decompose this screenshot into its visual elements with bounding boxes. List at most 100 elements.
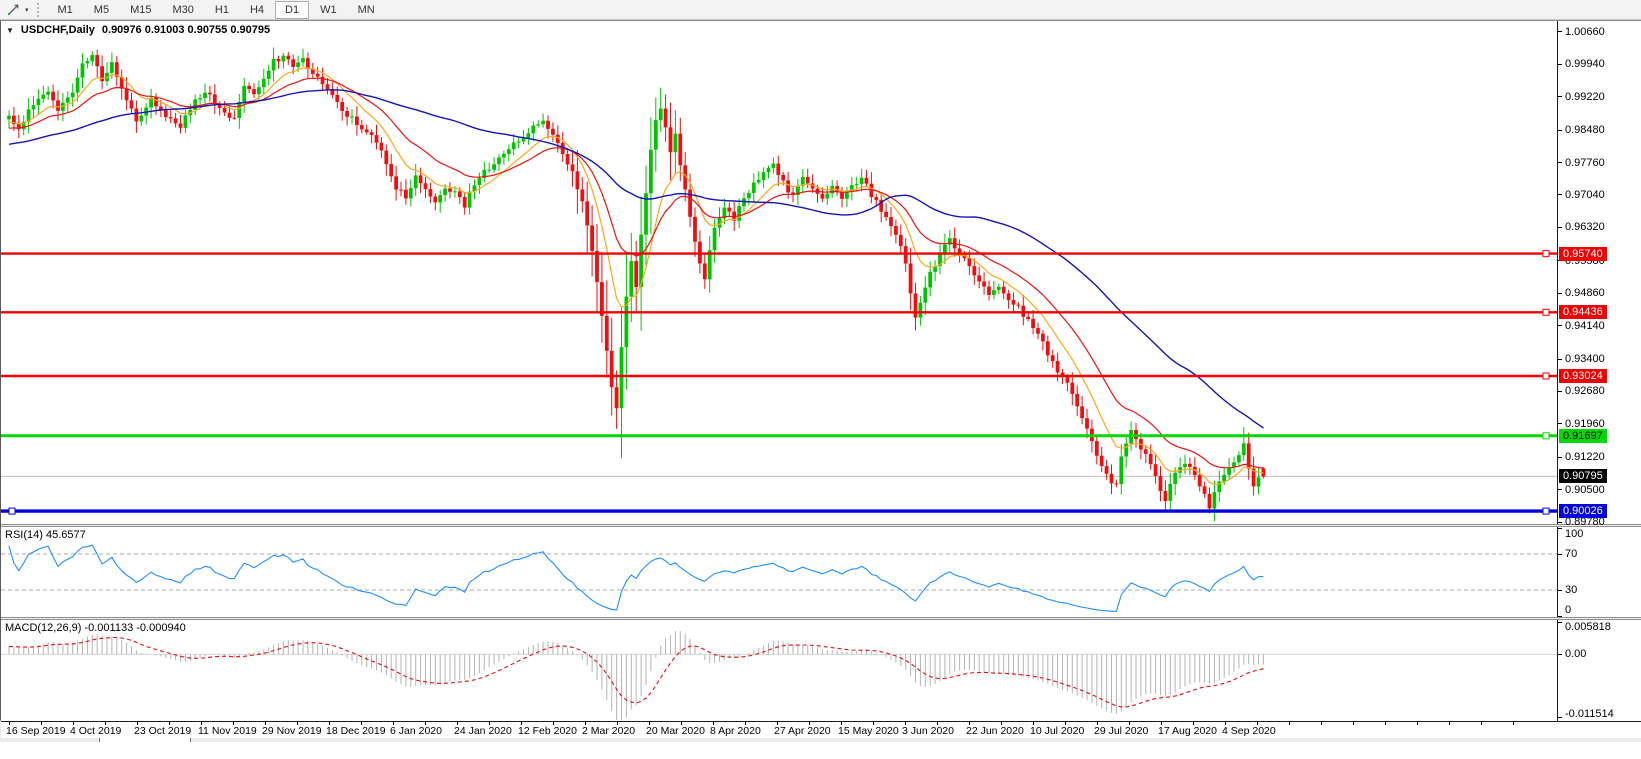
rsi-line [8,544,1264,612]
macd-tick [1558,622,1562,624]
cursor-tool-icon [8,4,19,15]
timeframe-button-m15[interactable]: M15 [120,1,161,19]
date-label: 15 May 2020 [838,725,899,737]
hline-handle[interactable] [1542,308,1550,316]
price-tick [1558,129,1562,131]
price-tick-label: 1.00660 [1565,25,1605,38]
time-tick [777,722,778,725]
toolbar-grip[interactable] [36,2,41,17]
time-tick [361,722,362,725]
hline-price-badge: 0.90026 [1559,504,1607,519]
date-label: 4 Oct 2019 [70,725,122,737]
timeframe-button-w1[interactable]: W1 [310,1,347,19]
time-tick [585,722,586,725]
time-tick [1321,722,1322,725]
moving-average-line-1[interactable] [8,77,1264,469]
timeframe-button-m1[interactable]: M1 [48,1,83,19]
price-tick-label: 0.90500 [1565,483,1605,496]
price-tick-label: 0.91220 [1565,451,1605,464]
timeframe-button-m5[interactable]: M5 [84,1,119,19]
moving-average-line-2[interactable] [8,89,1264,429]
hline-price-badge: 0.94436 [1559,305,1607,320]
rsi-tick-label: 70 [1565,548,1578,560]
price-tick-label: 0.97760 [1565,156,1605,169]
time-tick [297,722,298,725]
price-axis[interactable]: 1.00660 0.99940 0.99220 0.98480 0.97760 0.970… [1557,21,1641,528]
rsi-tick-label: 0 [1565,604,1572,616]
macd-tick [1558,653,1562,655]
time-tick [457,722,458,725]
rsi-axis[interactable]: 100 70 30 0 [1557,527,1641,617]
date-label: 16 Sep 2019 [6,725,66,737]
price-tick [1558,489,1562,491]
macd-tick-label: 0.005818 [1565,621,1611,633]
time-tick [1225,722,1226,725]
date-label: 8 Apr 2020 [710,725,761,737]
time-tick [41,722,42,725]
time-tick [1161,722,1162,725]
hline-price-badge: 0.95740 [1559,246,1607,261]
time-tick [1449,722,1450,725]
tool-dropdown-caret[interactable]: ▾ [25,6,29,14]
date-label: 11 Nov 2019 [198,725,257,737]
rsi-pane[interactable]: RSI(14) 45.6577 [1,527,1557,617]
price-tick [1558,390,1562,392]
time-tick [1065,722,1066,725]
price-tick-label: 0.99940 [1565,58,1605,71]
price-tick [1558,260,1562,262]
timeframe-button-m30[interactable]: M30 [162,1,203,19]
main-chart-pane[interactable]: ▼ USDCHF,Daily 0.90976 0.91003 0.90755 0… [1,21,1557,524]
hline-handle[interactable] [1542,507,1550,515]
hline-handle[interactable] [8,507,16,515]
price-tick [1558,292,1562,294]
macd-axis[interactable]: 0.005818 0.00 -0.011514 [1557,620,1641,721]
current-price-badge: 0.90795 [1559,469,1607,484]
time-tick [1385,722,1386,725]
time-axis[interactable]: 16 Sep 2019 4 Oct 2019 23 Oct 2019 11 Nov 2… [1,721,1641,738]
date-label: 4 Sep 2020 [1222,725,1276,737]
rsi-tick [1558,553,1562,555]
price-tick [1558,162,1562,164]
price-tick-label: 0.94140 [1565,319,1605,332]
price-tick [1558,358,1562,360]
date-label: 2 Mar 2020 [582,725,636,737]
timeframe-toolbar: ▾ M1 M5 M15 M30 H1 H4 D1 W1 MN [0,0,1641,20]
pane-separator[interactable] [1,617,1641,620]
time-tick [105,722,106,725]
time-tick [649,722,650,725]
date-label: 12 Feb 2020 [518,725,577,737]
timeframe-button-mn[interactable]: MN [348,1,385,19]
time-tick [905,722,906,725]
date-label: 20 Mar 2020 [646,725,705,737]
date-label: 29 Jul 2020 [1094,725,1149,737]
pane-separator[interactable] [1,524,1641,527]
date-label: 6 Jan 2020 [390,725,442,737]
time-tick [169,722,170,725]
time-tick [681,722,682,725]
time-tick [9,722,10,725]
time-tick [1417,722,1418,725]
hline-handle[interactable] [1542,432,1550,440]
timeframe-button-h4[interactable]: H4 [240,1,274,19]
time-tick [1033,722,1034,725]
chart-title-bar: ▼ USDCHF,Daily 0.90976 0.91003 0.90755 0… [6,24,270,36]
rsi-tick-label: 30 [1565,584,1578,596]
price-tick-label: 0.92680 [1565,385,1605,398]
time-tick [233,722,234,725]
cursor-tool-button[interactable]: ▾ [3,1,32,19]
timeframe-button-d1[interactable]: D1 [275,0,310,19]
price-tick [1558,96,1562,98]
chart-window: ▼ USDCHF,Daily 0.90976 0.91003 0.90755 0… [0,20,1641,738]
time-tick [553,722,554,725]
macd-pane[interactable]: MACD(12,26,9) -0.001133 -0.000940 [1,620,1557,721]
price-tick [1558,325,1562,327]
time-tick [1481,722,1482,725]
time-tick [1289,722,1290,725]
hline-handle[interactable] [1542,250,1550,258]
timeframe-button-h1[interactable]: H1 [205,1,239,19]
price-tick-label: 0.89780 [1565,516,1605,529]
price-tick-label: 0.99220 [1565,90,1605,103]
chart-title-collapse-arrow[interactable]: ▼ [6,25,14,35]
hline-handle[interactable] [1542,372,1550,380]
time-tick [329,722,330,725]
